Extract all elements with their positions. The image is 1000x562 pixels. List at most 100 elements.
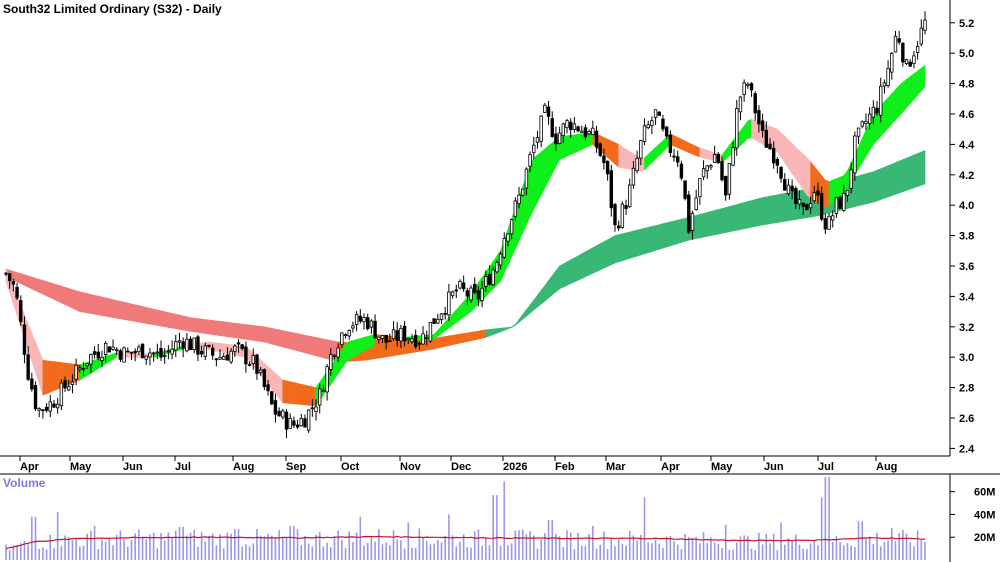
ma-band-segment: [540, 148, 546, 196]
ma-band-segment: [245, 324, 250, 341]
ma-band-segment: [570, 257, 575, 285]
candle-body: [771, 147, 776, 164]
volume-bar: [274, 537, 277, 560]
volume-bar: [606, 549, 609, 560]
ma-band-segment: [241, 323, 247, 340]
candle-body: [251, 355, 255, 364]
ma-band-segment: [577, 133, 583, 152]
ma-band-segment: [175, 313, 180, 330]
ma-band-segment: [223, 321, 228, 338]
volume-bar: [717, 543, 720, 560]
candle-body: [805, 204, 809, 211]
candle-body: [587, 130, 591, 135]
candle-body: [790, 185, 794, 192]
ma-band-segment: [311, 386, 317, 407]
volume-bar: [695, 537, 697, 560]
candle-body: [915, 46, 920, 53]
candle-body: [288, 417, 292, 429]
volume-bars: [5, 476, 926, 560]
candle-body: [410, 338, 414, 343]
volume-bar: [79, 546, 81, 560]
ma-band-segment: [400, 340, 405, 355]
price-tick-label: 4.8: [959, 79, 974, 91]
volume-bar: [813, 540, 816, 560]
candle-body: [838, 196, 842, 209]
ma-band-segment: [603, 239, 608, 269]
volume-bar: [632, 535, 635, 560]
candle-body: [801, 202, 805, 207]
candle-body: [712, 154, 717, 163]
candle-body: [384, 334, 388, 343]
volume-bar: [665, 536, 668, 560]
candle-body: [591, 127, 595, 135]
ma-band-segment: [249, 324, 254, 341]
ma-band-segment: [134, 304, 140, 323]
candle-body: [469, 287, 473, 301]
ma-band-segment: [253, 325, 258, 342]
volume-bar: [433, 543, 435, 560]
volume-bar: [843, 545, 845, 560]
ma-band-segment: [79, 363, 84, 381]
candle-body: [923, 19, 927, 31]
ma-band-segment: [913, 153, 918, 189]
volume-bar: [414, 547, 417, 560]
volume-bar: [861, 521, 864, 560]
ma-band-segment: [182, 315, 188, 332]
candle-body: [63, 380, 67, 389]
ma-band-segment: [193, 317, 199, 333]
ma-band-segment: [478, 330, 483, 340]
candle-body: [676, 156, 680, 163]
ma-band-segment: [895, 160, 900, 195]
volume-bar: [783, 544, 786, 560]
volume-bar: [93, 525, 96, 560]
volume-bar: [673, 541, 675, 560]
ma-band-segment: [407, 339, 413, 354]
volume-bar: [809, 543, 812, 560]
candle-body: [812, 192, 816, 202]
month-label: Aug: [876, 461, 897, 473]
volume-bar: [839, 541, 841, 560]
ma-band-segment: [31, 276, 36, 292]
volume-bar: [437, 540, 439, 560]
month-label: May: [70, 461, 92, 473]
ma-band-segment: [86, 293, 92, 314]
ma-band-segment: [673, 135, 679, 149]
candle-body: [831, 215, 835, 221]
candle-body: [735, 108, 739, 149]
candle-body: [391, 329, 396, 340]
ma-band-segment: [267, 327, 273, 345]
candle-body: [192, 337, 196, 351]
ma-band-segment: [891, 88, 896, 125]
volume-bar: [241, 546, 244, 560]
volume-bar: [171, 537, 173, 560]
ma-band-segment: [134, 353, 140, 358]
ma-band-segment: [710, 210, 715, 236]
price-tick-label: 4.0: [959, 200, 974, 212]
volume-bar: [289, 525, 291, 560]
ma-band-segment: [256, 325, 262, 342]
ma-band-segment: [684, 140, 690, 153]
ma-band-segment: [555, 265, 560, 293]
candle-body: [461, 282, 466, 290]
ma-band-segment: [120, 300, 125, 320]
volume-bar: [31, 516, 33, 560]
volume-bar: [724, 524, 727, 560]
volume-bar: [621, 543, 624, 560]
volume-bar: [167, 532, 170, 560]
ma-band-segment: [884, 97, 889, 133]
volume-bar: [38, 548, 41, 560]
volume-bar: [344, 548, 347, 560]
volume-bar: [174, 530, 177, 560]
volume-bar: [348, 531, 351, 560]
volume-bar: [580, 545, 583, 560]
candle-body: [343, 334, 348, 337]
ma-band-segment: [83, 292, 88, 314]
volume-bar: [828, 476, 830, 560]
candle-body: [476, 290, 481, 300]
ma-band-segment: [751, 199, 756, 228]
candle-body: [705, 165, 709, 172]
candle-body: [819, 192, 824, 220]
volume-bar: [577, 532, 579, 560]
volume-bar: [396, 539, 399, 560]
candle-body: [473, 283, 477, 293]
